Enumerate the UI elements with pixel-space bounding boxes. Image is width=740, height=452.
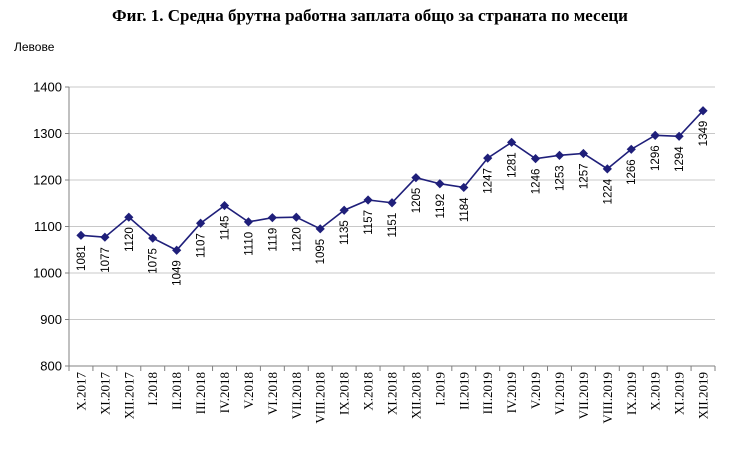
y-tick-label: 1200 bbox=[33, 173, 62, 188]
data-point bbox=[387, 198, 397, 208]
data-label: 1253 bbox=[554, 165, 566, 191]
x-tick-label: XII.2017 bbox=[121, 372, 136, 420]
data-label: 1294 bbox=[674, 146, 686, 172]
y-axis-unit-label: Левове bbox=[14, 40, 55, 54]
data-label: 1075 bbox=[148, 248, 160, 274]
data-point bbox=[578, 148, 589, 159]
x-tick-label: IV.2018 bbox=[217, 372, 232, 413]
data-label: 1246 bbox=[531, 169, 543, 195]
data-point bbox=[195, 218, 206, 228]
data-label: 1247 bbox=[483, 168, 495, 194]
data-label: 1120 bbox=[124, 227, 136, 252]
y-tick-label: 900 bbox=[40, 312, 62, 327]
data-label: 1184 bbox=[459, 197, 471, 222]
gridlines bbox=[69, 86, 715, 320]
x-tick-label: VI.2018 bbox=[265, 372, 280, 415]
x-tick-label: VIII.2019 bbox=[600, 372, 615, 424]
x-tick-label: II.2019 bbox=[456, 372, 471, 410]
data-point bbox=[507, 137, 517, 147]
data-label: 1257 bbox=[578, 163, 590, 189]
x-tick-label: X.2018 bbox=[361, 372, 376, 411]
x-tick-label: XII.2018 bbox=[408, 372, 423, 419]
axes bbox=[65, 86, 716, 371]
x-tick-labels: X.2017 XI.2017 XII.2017 I.2018 II.2018 III.20… bbox=[73, 372, 710, 424]
data-label: 1192 bbox=[435, 194, 447, 219]
data-label: 1110 bbox=[243, 232, 255, 256]
data-label: 1349 bbox=[698, 121, 710, 147]
x-tick-label: III.2019 bbox=[480, 372, 495, 414]
data-label: 1119 bbox=[267, 228, 279, 252]
data-label: 1296 bbox=[650, 145, 662, 171]
x-tick-label: VI.2019 bbox=[552, 372, 567, 415]
data-point bbox=[483, 153, 493, 163]
y-tick-labels: 800 900 1000 1100 1200 1300 1400 bbox=[33, 80, 62, 374]
x-tick-label: VIII.2018 bbox=[313, 372, 328, 424]
x-tick-label: XI.2019 bbox=[672, 372, 687, 415]
data-label: 1120 bbox=[291, 227, 303, 252]
chart-title: Фиг. 1. Средна брутна работна заплата об… bbox=[112, 6, 628, 25]
data-point bbox=[530, 154, 541, 164]
data-point bbox=[602, 164, 612, 174]
data-point bbox=[243, 217, 254, 227]
data-point bbox=[124, 212, 134, 222]
data-label: 1077 bbox=[100, 247, 112, 273]
data-point bbox=[339, 205, 349, 215]
data-label: 1081 bbox=[76, 245, 88, 271]
x-tick-label: I.2019 bbox=[432, 372, 447, 406]
data-point bbox=[650, 130, 660, 140]
data-point bbox=[219, 200, 230, 211]
x-tick-label: II.2018 bbox=[169, 372, 184, 410]
data-point bbox=[172, 245, 182, 255]
data-point bbox=[554, 150, 565, 160]
y-tick-label: 800 bbox=[40, 359, 62, 374]
x-tick-label: IX.2019 bbox=[624, 372, 639, 415]
x-tick-label: IV.2019 bbox=[504, 372, 519, 413]
data-point bbox=[698, 106, 708, 116]
data-point bbox=[76, 230, 86, 240]
data-point bbox=[626, 144, 636, 154]
data-point bbox=[291, 212, 301, 222]
x-tick-label: V.2018 bbox=[241, 372, 256, 409]
x-tick-label: XII.2019 bbox=[696, 372, 711, 419]
y-tick-label: 1000 bbox=[33, 266, 62, 281]
data-label: 1157 bbox=[363, 210, 375, 235]
data-label: 1135 bbox=[339, 220, 351, 245]
y-tick-label: 1300 bbox=[33, 126, 62, 141]
x-tick-label: IX.2018 bbox=[337, 372, 352, 415]
data-point bbox=[148, 233, 158, 243]
data-point bbox=[267, 213, 277, 223]
y-tick-label: 1100 bbox=[34, 219, 62, 234]
data-label: 1049 bbox=[172, 260, 184, 286]
data-label: 1145 bbox=[220, 216, 232, 241]
x-tick-label: V.2019 bbox=[528, 372, 543, 409]
data-point bbox=[435, 179, 445, 189]
x-tick-label: XI.2017 bbox=[97, 372, 112, 415]
data-labels: 1081 1077 1120 1075 1049 1107 1145 1110 1119 1120… bbox=[76, 121, 710, 286]
data-point bbox=[411, 173, 421, 183]
data-label: 1205 bbox=[411, 188, 423, 214]
x-tick-label: X.2019 bbox=[648, 372, 663, 411]
x-tick-label: VII.2019 bbox=[576, 372, 591, 419]
data-label: 1151 bbox=[387, 213, 399, 238]
data-point bbox=[100, 232, 110, 242]
data-point bbox=[459, 182, 469, 193]
x-tick-label: VII.2018 bbox=[289, 372, 304, 419]
series bbox=[76, 106, 708, 255]
data-label: 1266 bbox=[626, 159, 638, 185]
data-point bbox=[674, 131, 684, 141]
x-tick-label: XI.2018 bbox=[385, 372, 400, 415]
y-tick-label: 1400 bbox=[33, 80, 62, 95]
x-tick-label: X.2017 bbox=[73, 372, 88, 411]
x-tick-label: I.2018 bbox=[145, 372, 160, 406]
data-label: 1281 bbox=[507, 152, 519, 178]
x-tick-label: III.2018 bbox=[193, 372, 208, 414]
data-point bbox=[315, 224, 325, 234]
data-label: 1107 bbox=[196, 233, 208, 258]
data-label: 1095 bbox=[315, 239, 327, 265]
data-point bbox=[363, 195, 373, 205]
data-label: 1224 bbox=[602, 178, 614, 204]
